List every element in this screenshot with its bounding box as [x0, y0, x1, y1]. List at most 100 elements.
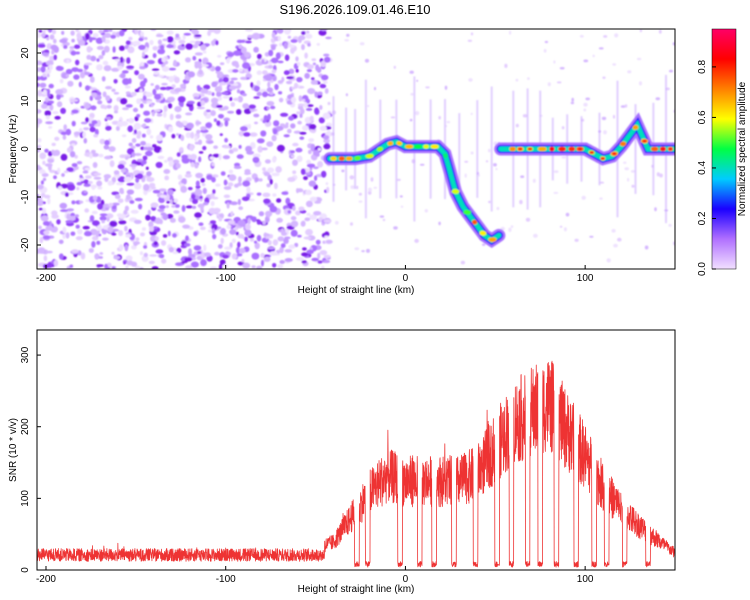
noise-blob: [90, 55, 97, 62]
noise-blob: [184, 257, 193, 262]
noise-blob: [277, 80, 283, 84]
noise-blob: [198, 222, 204, 226]
noise-blob: [145, 150, 153, 157]
noise-blob: [96, 240, 101, 245]
signal-peak: [577, 147, 583, 151]
y-tick-label: 0: [20, 567, 31, 573]
noise-blob: [38, 225, 42, 230]
noise-blob: [61, 30, 65, 35]
noise-blob: [60, 131, 67, 136]
noise-blob: [216, 104, 223, 108]
noise-blob: [125, 40, 131, 45]
noise-blob: [287, 35, 292, 39]
noise-blob: [66, 59, 70, 63]
noise-blob: [48, 151, 53, 157]
noise-blob: [290, 154, 295, 158]
noise-blob: [244, 51, 251, 58]
signal-peak: [442, 153, 449, 159]
signal-peak: [488, 237, 497, 243]
noise-blob: [71, 99, 79, 102]
noise-blob: [195, 172, 204, 179]
noise-blob: [267, 167, 275, 173]
noise-blob: [54, 115, 61, 120]
noise-blob: [74, 214, 79, 218]
noise-blob: [37, 247, 46, 254]
noise-blob: [659, 173, 663, 178]
noise-blob: [65, 220, 73, 224]
noise-blob: [669, 69, 673, 73]
noise-blob: [325, 239, 333, 244]
noise-blob: [364, 58, 370, 63]
noise-blob: [113, 79, 118, 84]
noise-blob: [314, 175, 318, 181]
noise-blob: [212, 189, 216, 194]
noise-blob: [252, 153, 261, 158]
colorbar-tick-label: 0.2: [697, 211, 708, 225]
noise-blob: [180, 185, 188, 193]
noise-blob: [45, 115, 51, 120]
noise-blob: [198, 156, 202, 163]
noise-blob: [83, 104, 91, 109]
noise-blob: [155, 161, 163, 169]
snr-frame: [36, 329, 676, 571]
noise-blob: [301, 252, 309, 257]
noise-blob: [71, 163, 78, 168]
noise-blob: [192, 198, 198, 204]
noise-blob: [38, 207, 43, 211]
noise-blob: [290, 47, 295, 54]
noise-blob: [93, 172, 102, 176]
noise-blob: [196, 106, 205, 110]
noise-blob: [141, 124, 147, 128]
noise-blob: [211, 176, 216, 183]
noise-blob: [231, 253, 238, 260]
noise-blob: [297, 103, 305, 107]
noise-blob: [37, 82, 40, 88]
snr-y-label: SNR (10 * v/v): [8, 418, 19, 482]
noise-blob: [256, 91, 262, 97]
noise-blob: [467, 39, 473, 42]
noise-blob: [181, 154, 189, 160]
noise-blob: [603, 130, 607, 135]
noise-blob: [121, 134, 127, 138]
noise-blob: [65, 128, 72, 136]
noise-blob: [153, 109, 161, 113]
noise-blob: [253, 85, 260, 92]
noise-blob: [37, 144, 42, 150]
noise-blob: [277, 264, 284, 269]
noise-blob: [248, 123, 251, 130]
noise-blob: [118, 230, 123, 237]
noise-blob: [161, 57, 166, 63]
noise-blob: [186, 122, 194, 129]
noise-blob: [220, 237, 224, 245]
noise-blob: [409, 70, 414, 74]
noise-blob: [272, 239, 279, 246]
noise-blob: [464, 160, 469, 163]
noise-blob: [292, 142, 299, 147]
noise-blob: [496, 206, 500, 211]
noise-blob: [104, 263, 108, 269]
noise-blob: [213, 207, 221, 213]
noise-blob: [80, 252, 86, 260]
noise-blob: [276, 217, 283, 223]
x-tick-label: -100: [216, 273, 236, 284]
noise-blob: [267, 246, 276, 250]
noise-blob: [258, 178, 263, 182]
noise-blob: [51, 50, 55, 55]
noise-blob: [460, 260, 465, 265]
noise-blob: [80, 121, 88, 125]
noise-blob: [216, 91, 222, 97]
noise-blob: [49, 34, 55, 40]
noise-blob: [209, 266, 218, 269]
noise-blob: [519, 199, 523, 205]
noise-blob: [302, 247, 307, 251]
noise-blob: [251, 216, 257, 223]
noise-blob: [110, 34, 116, 39]
noise-blob: [227, 220, 235, 225]
noise-blob: [297, 120, 302, 125]
noise-blob: [310, 80, 318, 85]
noise-blob: [598, 47, 604, 50]
noise-blob: [515, 123, 519, 128]
noise-blob: [287, 44, 295, 48]
noise-blob: [211, 228, 216, 234]
